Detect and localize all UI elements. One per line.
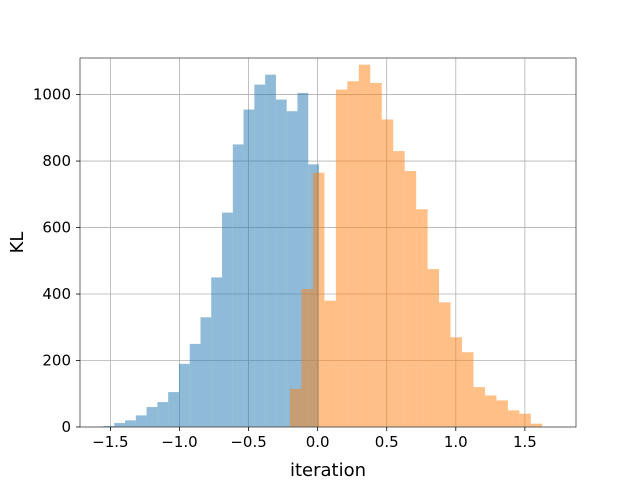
x-tick-label: 1.0 [444,433,468,451]
x-tick-label: 1.5 [513,433,537,451]
histogram-bar [103,426,115,427]
histogram-bar [404,171,417,427]
histogram-bar [200,317,212,427]
histogram-bar [290,388,302,427]
histogram-bar [439,302,451,427]
histogram-bar [243,109,255,427]
histogram-bars [103,64,543,428]
x-tick-label: 0.5 [375,433,399,451]
histogram-bar [462,352,474,427]
y-tick-label: 200 [42,352,71,370]
histogram-bar [519,413,531,427]
histogram-bar [507,410,520,427]
histogram-bar [232,144,244,427]
histogram-bar [496,400,508,427]
histogram-bar [265,74,276,428]
y-tick-label: 600 [42,219,71,237]
x-axis-label: iteration [290,460,366,480]
y-tick-label: 400 [42,285,71,303]
histogram-bar [178,363,190,427]
histogram-bar [301,289,313,427]
histogram-bar [324,300,336,427]
histogram-bar [393,151,405,427]
histogram-bar [125,420,136,427]
histogram-bar [297,92,309,428]
histogram-bar [286,111,298,428]
histogram-bar [347,81,359,428]
histogram-bar [189,343,201,427]
histogram-bar [146,407,158,427]
series-0-bars [103,74,320,428]
histogram-bar [381,119,394,427]
x-tick-label: −1.5 [92,433,128,451]
x-tick-label: −1.0 [161,433,197,451]
histogram-bar [450,337,463,427]
histogram-bar [222,212,233,427]
axis-ticks: −1.5 −1.0 −0.5 0.0 0.5 1.0 1.5 0 200 400 600 800 100… [33,86,537,451]
histogram-bar [312,172,325,427]
histogram-bar [416,209,428,427]
y-tick-label: 1000 [33,86,71,104]
histogram-bar [484,395,497,427]
x-tick-label: −0.5 [230,433,266,451]
histogram-bar [275,99,287,428]
histogram-bar [473,387,485,427]
histogram-bar [135,415,147,427]
histogram-bar [211,277,223,427]
y-tick-label: 0 [61,418,71,436]
y-tick-label: 800 [42,152,71,170]
histogram-bar [358,64,371,427]
histogram-bar [427,269,440,427]
axes-frame [79,57,577,428]
histogram-bar [157,402,169,427]
histogram-bar [168,392,179,427]
histogram-bar [530,423,543,427]
histogram-bar [370,82,382,427]
x-tick-label: 0.0 [306,433,330,451]
y-axis-label: KL [7,232,28,254]
histogram-bar [114,423,126,427]
series-1-bars [290,64,543,428]
histogram-bar [335,89,348,427]
histogram-bar [254,84,266,427]
